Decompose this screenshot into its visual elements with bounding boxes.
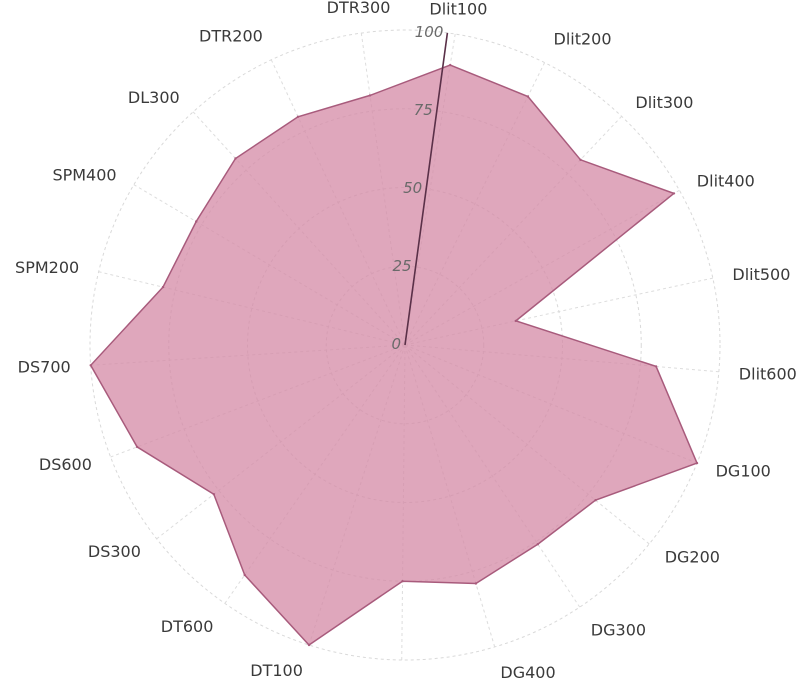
category-label-DT600: DT600 xyxy=(161,617,214,636)
data-point-DG400 xyxy=(474,582,478,585)
category-label-DS300: DS300 xyxy=(88,542,141,561)
category-label-Dlit300: Dlit300 xyxy=(635,93,693,112)
data-point-Dlit500 xyxy=(514,319,517,323)
category-label-Dlit600: Dlit600 xyxy=(739,365,797,384)
data-point-DG100 xyxy=(695,461,699,465)
category-label-DTR300: DTR300 xyxy=(327,0,391,17)
data-point-DG200 xyxy=(594,499,597,502)
category-label-Dlit100: Dlit100 xyxy=(429,0,487,18)
series-area xyxy=(89,64,698,646)
data-point-DS600 xyxy=(135,445,139,449)
category-label-DG300: DG300 xyxy=(591,621,646,640)
radial-tick-label: 50 xyxy=(403,179,422,197)
data-point-SPM400 xyxy=(195,220,198,223)
data-point-DG600 xyxy=(401,580,404,583)
category-label-Dlit200: Dlit200 xyxy=(554,30,612,49)
data-point-DT600 xyxy=(243,573,246,577)
data-point-DTR300 xyxy=(368,94,372,97)
category-label-Dlit400: Dlit400 xyxy=(697,172,755,191)
data-point-Dlit100 xyxy=(449,63,452,67)
data-point-DS300 xyxy=(212,493,215,496)
radial-tick-label: 0 xyxy=(391,335,401,353)
grid-spoke-Dlit500 xyxy=(404,277,713,346)
data-layer xyxy=(89,63,699,647)
category-label-DT100: DT100 xyxy=(250,661,303,678)
data-point-Dlit200 xyxy=(526,95,530,98)
data-point-DS700 xyxy=(89,364,92,367)
category-label-DG400: DG400 xyxy=(500,663,555,678)
data-point-DL300 xyxy=(234,157,237,160)
data-point-DTR200 xyxy=(296,115,300,119)
category-label-DG200: DG200 xyxy=(665,548,720,567)
data-point-Dlit300 xyxy=(579,158,582,161)
radial-axis: 0 25 50 75 100 xyxy=(391,23,449,353)
category-label-DG100: DG100 xyxy=(716,462,771,481)
radial-tick-label: 75 xyxy=(414,101,433,119)
category-label-DS600: DS600 xyxy=(39,455,92,474)
radial-axis-line xyxy=(404,32,449,346)
category-label-SPM200: SPM200 xyxy=(15,258,79,277)
data-point-DG300 xyxy=(536,543,539,546)
category-label-DL300: DL300 xyxy=(128,88,180,107)
category-label-Dlit500: Dlit500 xyxy=(732,265,790,284)
data-point-Dlit600 xyxy=(654,365,658,368)
grid-circle-100 xyxy=(89,29,721,661)
data-point-Dlit400 xyxy=(672,192,676,195)
category-label-DTR200: DTR200 xyxy=(199,27,263,46)
radial-tick-label: 25 xyxy=(393,257,412,275)
data-point-DT100 xyxy=(307,643,311,647)
category-label-SPM400: SPM400 xyxy=(52,166,116,185)
radial-tick-label: 100 xyxy=(415,23,444,41)
data-point-SPM200 xyxy=(161,285,165,289)
category-labels: Dlit100 Dlit200 Dlit300 Dlit400 Dlit500 Dlit6… xyxy=(15,0,797,678)
category-label-DS700: DS700 xyxy=(18,358,71,377)
